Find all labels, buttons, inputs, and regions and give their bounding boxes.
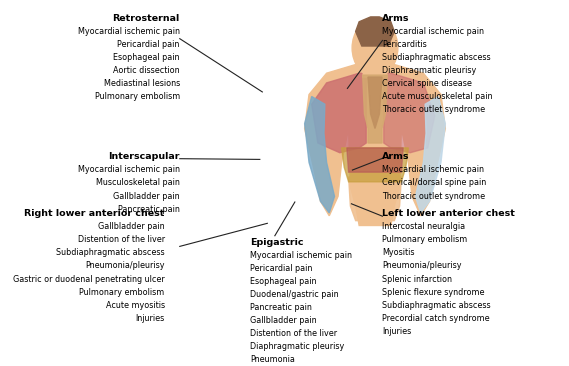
Polygon shape <box>362 63 387 77</box>
Text: Left lower anterior chest: Left lower anterior chest <box>382 209 516 218</box>
Text: Injuries: Injuries <box>135 314 165 323</box>
Text: Pericardial pain: Pericardial pain <box>117 40 180 49</box>
Text: Pericarditis: Pericarditis <box>382 40 427 49</box>
Text: Epigastric: Epigastric <box>250 238 303 247</box>
Text: Pneumonia/pleurisy: Pneumonia/pleurisy <box>382 261 462 270</box>
Text: Pulmonary embolism: Pulmonary embolism <box>94 92 180 101</box>
Text: Gastric or duodenal penetrating ulcer: Gastric or duodenal penetrating ulcer <box>13 274 165 284</box>
Text: Myocardial ischemic pain: Myocardial ischemic pain <box>78 27 180 36</box>
Text: Esophageal pain: Esophageal pain <box>250 277 316 286</box>
Text: Mediastinal lesions: Mediastinal lesions <box>104 79 180 88</box>
Text: Aortic dissection: Aortic dissection <box>113 66 180 75</box>
Text: Pulmonary embolism: Pulmonary embolism <box>80 288 165 297</box>
Text: Cervical spine disease: Cervical spine disease <box>382 79 472 88</box>
Text: Duodenal/gastric pain: Duodenal/gastric pain <box>250 290 339 299</box>
Polygon shape <box>362 75 387 143</box>
Text: Pneumonia: Pneumonia <box>250 355 295 365</box>
Text: Subdiaphragmatic abscess: Subdiaphragmatic abscess <box>382 53 491 62</box>
Text: Distention of the liver: Distention of the liver <box>77 235 165 244</box>
Text: Gallbladder pain: Gallbladder pain <box>250 316 316 325</box>
Ellipse shape <box>352 19 398 77</box>
Text: Myocardial ischemic pain: Myocardial ischemic pain <box>382 27 484 36</box>
Text: Intercostal neuralgia: Intercostal neuralgia <box>382 222 465 231</box>
Polygon shape <box>304 63 446 225</box>
Text: Distention of the liver: Distention of the liver <box>250 329 337 338</box>
Text: Thoracic outlet syndrome: Thoracic outlet syndrome <box>382 105 485 115</box>
Text: Diaphragmatic pleurisy: Diaphragmatic pleurisy <box>382 66 477 75</box>
Polygon shape <box>304 97 335 213</box>
Text: Retrosternal: Retrosternal <box>113 14 180 23</box>
Text: Interscapular: Interscapular <box>108 152 180 161</box>
Text: Splenic flexure syndrome: Splenic flexure syndrome <box>382 288 485 297</box>
Text: Subdiaphragmatic abscess: Subdiaphragmatic abscess <box>56 249 165 257</box>
Polygon shape <box>415 97 446 213</box>
Text: Cervical/dorsal spine pain: Cervical/dorsal spine pain <box>382 179 486 187</box>
Text: Gallbladder pain: Gallbladder pain <box>113 191 180 201</box>
Text: Precordial catch syndrome: Precordial catch syndrome <box>382 314 490 323</box>
Text: Myositis: Myositis <box>382 249 415 257</box>
Polygon shape <box>349 177 401 221</box>
Polygon shape <box>347 148 403 172</box>
Text: Gallbladder pain: Gallbladder pain <box>98 222 165 231</box>
Text: Splenic infarction: Splenic infarction <box>382 274 452 284</box>
Polygon shape <box>341 148 409 182</box>
Text: Arms: Arms <box>382 14 410 23</box>
Text: Diaphragmatic pleurisy: Diaphragmatic pleurisy <box>250 342 344 351</box>
Text: Pancreatic pain: Pancreatic pain <box>118 205 180 214</box>
Polygon shape <box>368 77 382 128</box>
Text: Injuries: Injuries <box>382 327 412 336</box>
Text: Arms: Arms <box>382 152 410 161</box>
Text: Right lower anterior chest: Right lower anterior chest <box>24 209 165 218</box>
Text: Acute myositis: Acute myositis <box>106 301 165 310</box>
Text: Pulmonary embolism: Pulmonary embolism <box>382 235 468 244</box>
Polygon shape <box>384 73 435 153</box>
Text: Pneumonia/pleurisy: Pneumonia/pleurisy <box>85 261 165 270</box>
Text: Myocardial ischemic pain: Myocardial ischemic pain <box>78 165 180 174</box>
Text: Subdiaphragmatic abscess: Subdiaphragmatic abscess <box>382 301 491 310</box>
Text: Acute musculoskeletal pain: Acute musculoskeletal pain <box>382 92 493 101</box>
Polygon shape <box>356 17 394 46</box>
Text: Thoracic outlet syndrome: Thoracic outlet syndrome <box>382 191 485 201</box>
Text: Myocardial ischemic pain: Myocardial ischemic pain <box>250 251 352 259</box>
Text: Myocardial ischemic pain: Myocardial ischemic pain <box>382 165 484 174</box>
Text: Musculoskeletal pain: Musculoskeletal pain <box>96 179 180 187</box>
Text: Esophageal pain: Esophageal pain <box>113 53 180 62</box>
Text: Pericardial pain: Pericardial pain <box>250 264 312 273</box>
Polygon shape <box>312 73 366 153</box>
Text: Pancreatic pain: Pancreatic pain <box>250 303 312 312</box>
